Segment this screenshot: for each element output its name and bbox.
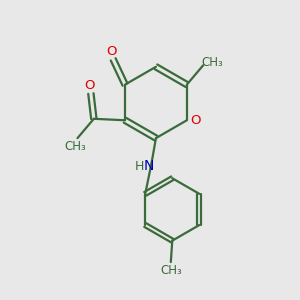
Text: CH₃: CH₃ <box>160 264 182 277</box>
Text: H: H <box>134 160 144 173</box>
Text: CH₃: CH₃ <box>64 140 86 153</box>
Text: O: O <box>84 79 94 92</box>
Text: O: O <box>106 45 117 58</box>
Text: O: O <box>190 114 200 127</box>
Text: CH₃: CH₃ <box>202 56 224 69</box>
Text: N: N <box>143 159 154 173</box>
